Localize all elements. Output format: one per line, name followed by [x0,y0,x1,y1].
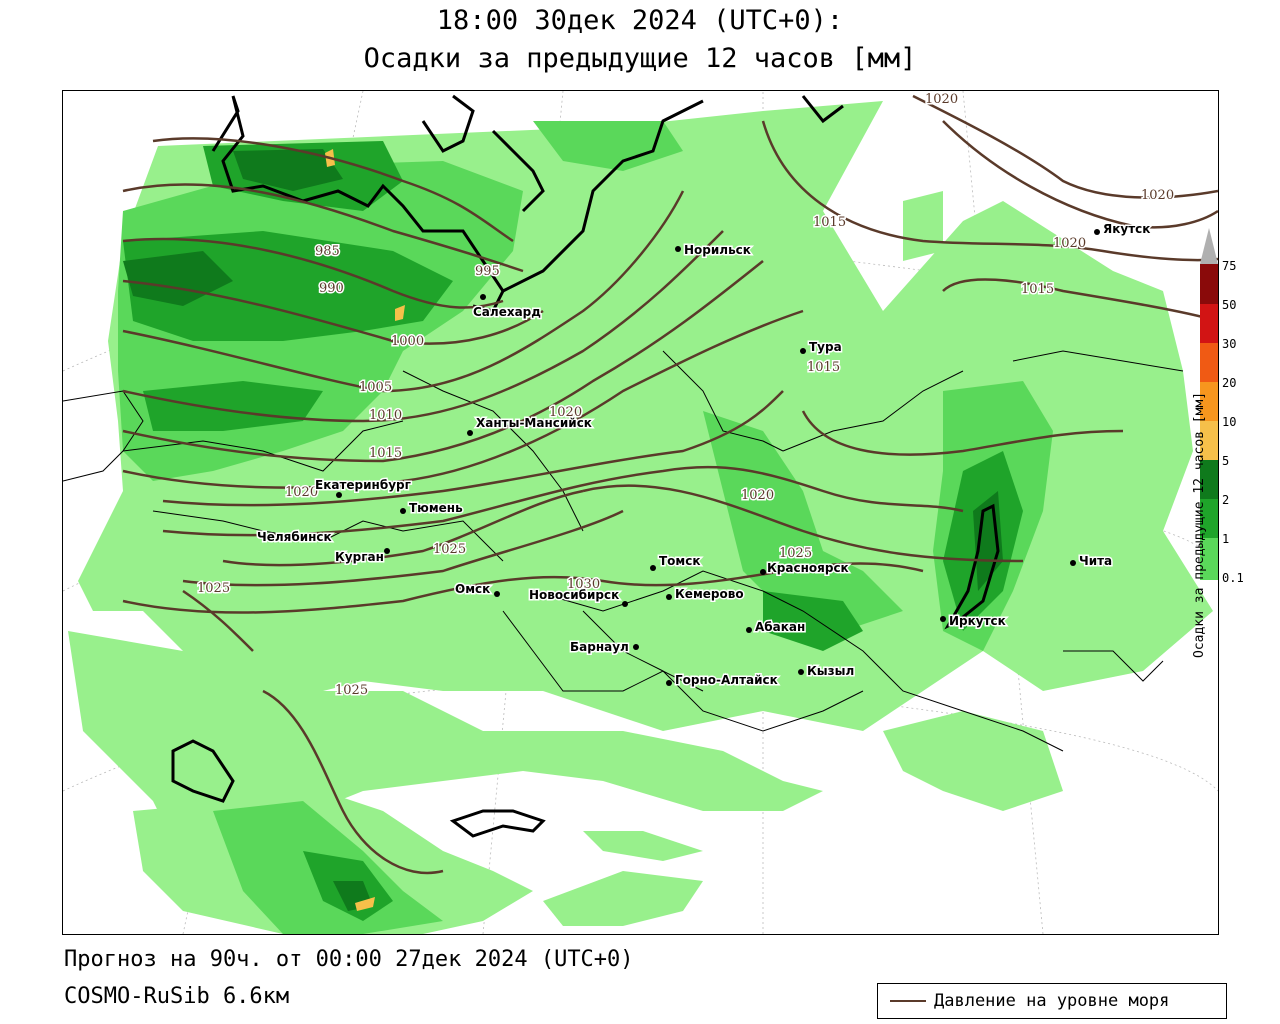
map-subtitle: Осадки за предыдущие 12 часов [мм] [363,43,917,74]
coastlines [171,94,1000,838]
isobar-label: 1025 [197,581,230,596]
isobar-label: 985 [315,244,340,259]
city-dot-kurgan [384,548,390,554]
colorbar-tick: 20 [1222,376,1237,390]
isobar-label: 1020 [741,488,774,503]
colorbar-tick: 0.1 [1222,571,1244,585]
city-label-krasnoyarsk: Красноярск [767,561,849,575]
colorbar-tick: 5 [1222,454,1230,468]
colorbar-tick: 30 [1222,337,1237,351]
colorbar-tick: 1 [1222,532,1230,546]
city-label-norilsk: Норильск [684,243,751,257]
colorbar-tick: 50 [1222,298,1237,312]
isobar-label: 1015 [1021,282,1054,297]
colorbar-title: Осадки за предыдущие 12 часов [мм] [1192,391,1207,658]
isobar-label: 1005 [359,380,392,395]
city-label-chita: Чита [1079,554,1112,568]
city-label-abakan: Абакан [755,620,805,634]
isobar-labels: 1020 1020 1020 1015 1015 1015 985 990 99… [196,91,1176,700]
city-label-barnaul: Барнаул [570,640,629,654]
isobar-label: 1025 [433,542,466,557]
colorbar-swatch [1200,343,1218,382]
isobar-legend-label: Давление на уровне моря [934,991,1170,1011]
precipitation-map: 1020 1020 1020 1015 1015 1015 985 990 99… [62,90,1219,935]
colorbar-tick: 10 [1222,415,1237,429]
city-dot-novosibirsk [622,601,628,607]
city-dot-tyumen [400,508,406,514]
city-dot-norilsk [675,246,681,252]
city-dot-kyzyl [798,669,804,675]
city-dot-kemerovo [666,594,672,600]
precipitation-colorbar [1200,228,1218,580]
isobar-label: 1015 [369,446,402,461]
colorbar-tick: 75 [1222,259,1237,273]
isobar-label: 1025 [779,546,812,561]
city-dot-barnaul [633,644,639,650]
city-dot-chelyabinsk [302,534,308,540]
isobar-label: 1020 [285,485,318,500]
city-label-tyumen: Тюмень [409,501,463,515]
city-markers: Якутск Норильск Салехард Тура Ханты-Манс… [256,221,1152,689]
city-label-irkutsk: Иркутск [949,614,1006,628]
city-dot-krasnoyarsk [760,569,766,575]
isobars [122,94,1218,875]
city-label-khanty: Ханты-Мансийск [476,416,592,430]
isobar-label: 1030 [567,577,600,592]
isobar-legend: Давление на уровне моря [877,983,1227,1019]
isobar-label: 1010 [369,408,402,423]
city-label-tura: Тура [809,340,842,354]
precipitation-field [68,101,1213,934]
colorbar-swatch [1200,264,1218,304]
city-label-kyzyl: Кызыл [807,664,854,678]
colorbar-swatch [1200,382,1218,421]
city-label-yakutsk: Якутск [1103,222,1150,236]
model-name: COSMO-RuSib 6.6км [64,984,290,1009]
isobar-label: 1020 [1053,236,1086,251]
city-dot-salekhard [480,294,486,300]
colorbar-swatch [1200,499,1218,538]
city-dot-khanty [467,430,473,436]
isobar-legend-line [890,1000,926,1002]
isobar-label: 1000 [391,334,424,349]
city-label-kurgan: Курган [335,550,384,564]
city-dot-chita [1070,560,1076,566]
city-label-chelyabinsk: Челябинск [257,530,332,544]
isobar-label: 1020 [1141,188,1174,203]
city-dot-gorno [666,680,672,686]
city-label-kemerovo: Кемерово [675,587,744,601]
colorbar-overflow-triangle [1200,228,1218,264]
isobar-label: 995 [475,264,500,279]
isobar-label: 1015 [813,215,846,230]
city-dot-tura [800,348,806,354]
city-dot-irkutsk [940,616,946,622]
isobar-label: 990 [319,281,344,296]
city-dot-omsk [494,591,500,597]
isobar-label: 1025 [335,683,368,698]
colorbar-swatch [1200,421,1218,460]
city-dot-abakan [746,627,752,633]
isobar-label: 1020 [549,405,582,420]
isobar-label: 1020 [925,92,958,107]
city-dot-tomsk [650,565,656,571]
map-title: 18:00 30дек 2024 (UTC+0): [436,5,844,36]
colorbar-swatch [1200,460,1218,499]
colorbar-swatch [1200,304,1218,343]
city-label-gorno: Горно-Алтайск [675,673,778,687]
colorbar-swatch [1200,538,1218,580]
forecast-info: Прогноз на 90ч. от 00:00 27дек 2024 (UTC… [64,947,634,972]
city-label-omsk: Омск [455,582,490,596]
admin-borders [63,350,1184,752]
city-label-salekhard: Салехард [473,305,541,319]
city-label-ekb: Екатеринбург [315,478,411,492]
colorbar-tick: 2 [1222,493,1230,507]
city-label-tomsk: Томск [659,554,701,568]
city-dot-yakutsk [1094,229,1100,235]
city-label-novosibirsk: Новосибирск [529,588,619,602]
isobar-label: 1015 [807,360,840,375]
city-dot-ekb [336,492,342,498]
